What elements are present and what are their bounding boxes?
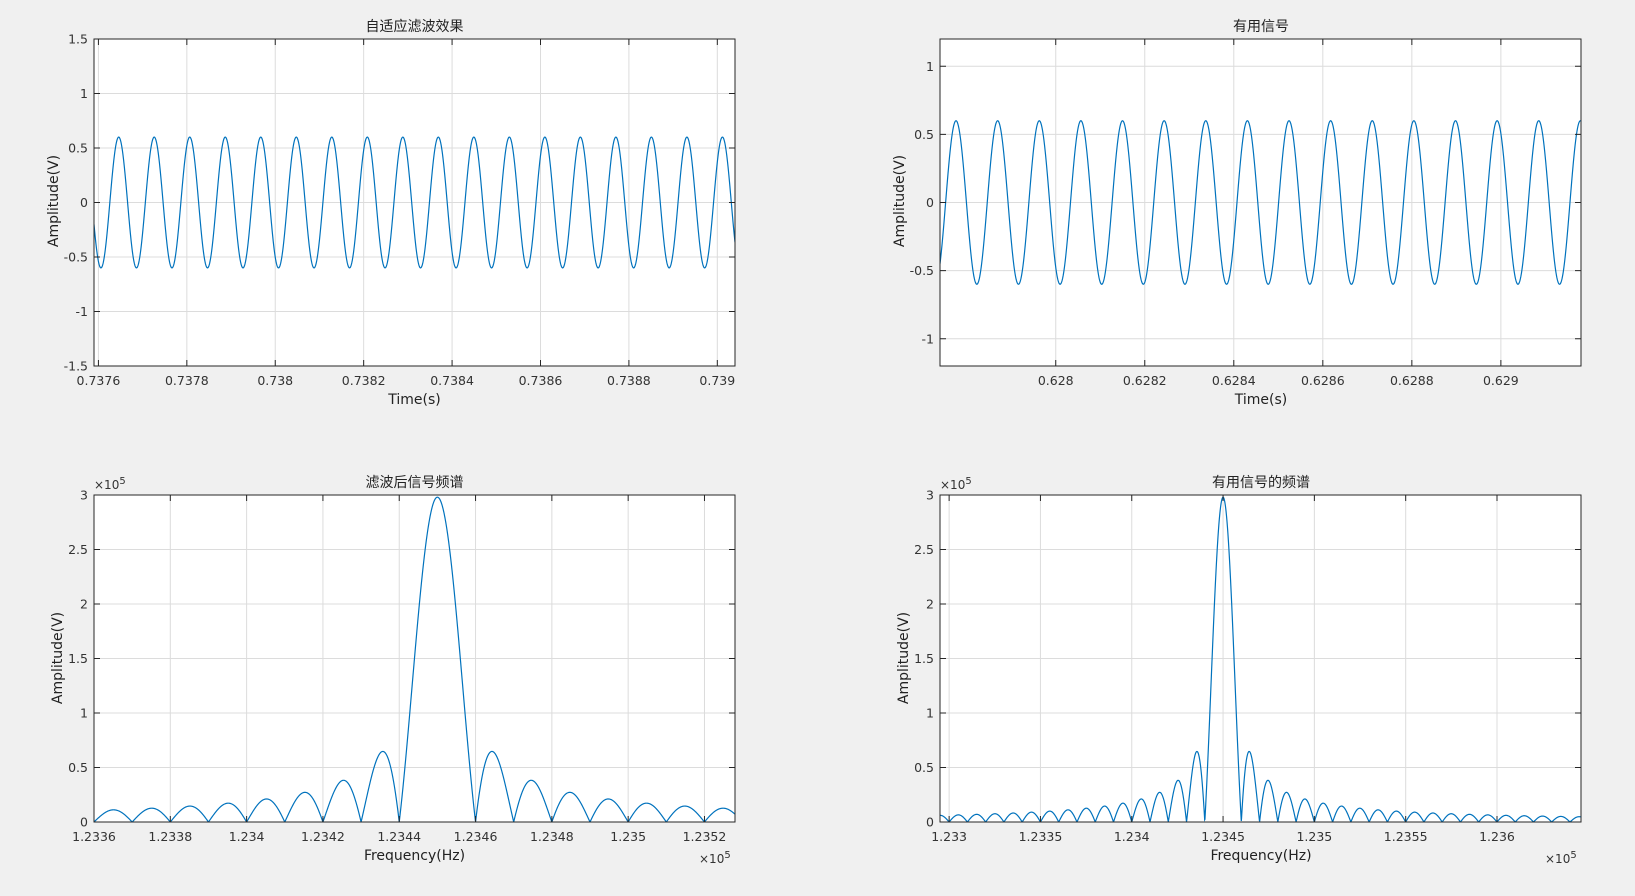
x-tick-label: 1.234: [1114, 829, 1150, 844]
y-tick-label: 2.5: [68, 542, 88, 557]
x-axis-label: Time(s): [387, 392, 440, 408]
y-tick-label: 0.5: [68, 141, 88, 156]
x-tick-label: 1.2348: [530, 829, 574, 844]
y-tick-label: 0: [80, 195, 88, 210]
y-tick-label: 1.5: [68, 651, 88, 666]
series-line: [940, 120, 1581, 285]
x-tick-label: 0.629: [1483, 373, 1519, 388]
y-tick-label: 1: [926, 59, 934, 74]
x-tick-label: 0.7378: [165, 373, 209, 388]
y-exponent-label: ×105: [940, 476, 972, 492]
x-tick-label: 0.7386: [519, 373, 563, 388]
x-tick-label: 0.738: [257, 373, 293, 388]
axes-useful-spectrum: 有用信号的频谱 Frequency(Hz) Amplitude(V) 1.233…: [896, 475, 1582, 866]
y-axis-label: Amplitude(V): [50, 612, 66, 704]
x-tick-label: 0.7388: [607, 373, 651, 388]
y-exponent-label: ×105: [94, 476, 126, 492]
y-tick-label: 1: [926, 706, 934, 721]
y-tick-label: -1: [76, 304, 88, 319]
y-axis-label: Amplitude(V): [892, 155, 908, 247]
y-tick-label: 0.5: [68, 760, 88, 775]
y-axis-label: Amplitude(V): [46, 155, 62, 247]
y-tick-label: -0.5: [64, 250, 88, 265]
x-tick-label: 0.7382: [342, 373, 386, 388]
x-tick-label: 0.6284: [1212, 373, 1256, 388]
y-tick-label: 0: [926, 815, 934, 830]
chart-title: 滤波后信号频谱: [366, 475, 464, 491]
y-tick-label: 0.5: [914, 760, 934, 775]
x-axis-label: Frequency(Hz): [364, 848, 465, 864]
axes-useful-signal: 有用信号 Time(s) Amplitude(V) 0.628 0.6282 0.6…: [892, 19, 1582, 408]
y-tick-label: 0: [80, 815, 88, 830]
x-tick-label: 1.235: [610, 829, 646, 844]
axes-adaptive-filter-result: 自适应滤波效果 Time(s) Amplitude(V) 0.7376 0.737…: [46, 18, 736, 408]
x-axis-label: Frequency(Hz): [1210, 848, 1311, 864]
y-tick-label: 1: [80, 706, 88, 721]
series-line: [94, 496, 735, 822]
x-tick-label: 1.2345: [1201, 829, 1245, 844]
x-tick-label: 1.2346: [454, 829, 498, 844]
x-tick-label: 1.2352: [683, 829, 727, 844]
x-tick-label: 0.628: [1038, 373, 1074, 388]
x-tick-label: 1.2336: [72, 829, 116, 844]
x-exponent-label: ×105: [699, 850, 731, 866]
y-axis-label: Amplitude(V): [896, 612, 912, 704]
y-tick-label: -1: [922, 331, 934, 346]
x-tick-label: 1.2342: [301, 829, 345, 844]
y-tick-label: 3: [926, 488, 934, 503]
y-tick-label: 2: [80, 597, 88, 612]
series-line: [94, 136, 735, 269]
x-tick-label: 1.235: [1296, 829, 1332, 844]
y-tick-label: 3: [80, 488, 88, 503]
x-tick-label: 1.2344: [377, 829, 421, 844]
y-tick-label: 0.5: [914, 127, 934, 142]
x-tick-label: 1.2338: [148, 829, 192, 844]
x-tick-label: 1.2335: [1019, 829, 1063, 844]
x-tick-label: 1.234: [229, 829, 265, 844]
y-tick-label: 1.5: [914, 651, 934, 666]
x-tick-label: 1.2355: [1384, 829, 1428, 844]
y-tick-label: 1.5: [68, 32, 88, 47]
x-tick-label: 1.236: [1479, 829, 1515, 844]
chart-title: 有用信号: [1233, 19, 1289, 35]
x-tick-label: 0.6286: [1301, 373, 1345, 388]
y-tick-label: 0: [926, 195, 934, 210]
x-tick-label: 1.233: [931, 829, 967, 844]
y-tick-label: 2.5: [914, 542, 934, 557]
x-tick-label: 0.739: [699, 373, 735, 388]
y-tick-label: 2: [926, 597, 934, 612]
x-tick-label: 0.6282: [1123, 373, 1167, 388]
axes-filtered-spectrum: 滤波后信号频谱 Frequency(Hz) Amplitude(V) 1.233…: [50, 475, 736, 866]
y-tick-label: -1.5: [64, 359, 88, 374]
y-tick-label: 1: [80, 86, 88, 101]
series-line: [940, 496, 1581, 822]
x-tick-label: 0.6288: [1390, 373, 1434, 388]
y-tick-label: -0.5: [910, 263, 934, 278]
chart-title: 自适应滤波效果: [366, 18, 464, 35]
x-tick-label: 0.7376: [77, 373, 121, 388]
x-axis-label: Time(s): [1234, 392, 1287, 408]
chart-title: 有用信号的频谱: [1212, 475, 1310, 491]
x-exponent-label: ×105: [1545, 850, 1577, 866]
x-tick-label: 0.7384: [430, 373, 474, 388]
